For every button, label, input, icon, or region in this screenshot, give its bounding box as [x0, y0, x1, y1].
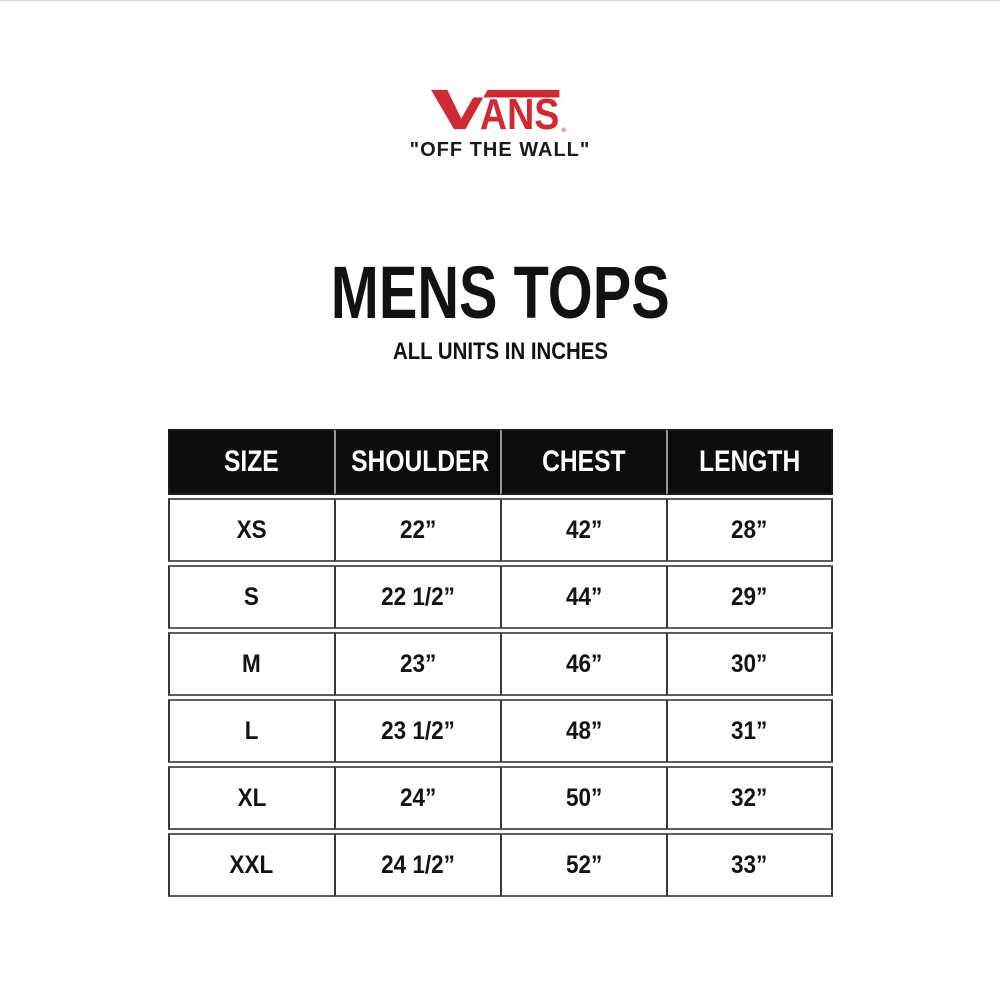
column-header-length: LENGTH: [666, 429, 833, 495]
cell-value: XS: [236, 515, 267, 544]
vans-logo-icon: ANS ®: [430, 89, 566, 133]
column-header-size: SIZE: [167, 429, 334, 495]
chest-cell: 50”: [500, 766, 667, 830]
length-cell: 33”: [666, 833, 833, 897]
column-header-shoulder: SHOULDER: [333, 429, 500, 495]
cell-value: 22 1/2”: [380, 582, 455, 611]
size-cell: S: [167, 565, 334, 629]
size-cell: L: [167, 699, 334, 763]
table-row-xs: XS 22” 42” 28”: [167, 498, 833, 562]
chest-cell: 46”: [500, 632, 667, 696]
cell-value: 24”: [399, 783, 437, 812]
column-label: CHEST: [542, 445, 626, 478]
length-cell: 31”: [666, 699, 833, 763]
cell-value: 48”: [565, 716, 603, 745]
size-cell: M: [167, 632, 334, 696]
column-label: SHOULDER: [350, 445, 489, 478]
cell-value: 33”: [731, 850, 768, 879]
cell-value: XL: [237, 783, 266, 812]
size-chart-table: SIZE SHOULDER CHEST LENGTH XS 22”: [167, 426, 833, 900]
cell-value: 23 1/2”: [380, 716, 455, 745]
column-label: LENGTH: [698, 445, 800, 478]
table-header-row: SIZE SHOULDER CHEST LENGTH: [167, 429, 833, 495]
length-cell: 32”: [666, 766, 833, 830]
table-row-l: L 23 1/2” 48” 31”: [167, 699, 833, 763]
shoulder-cell: 24 1/2”: [333, 833, 500, 897]
brand-tagline: "OFF THE WALL": [409, 139, 591, 161]
column-label: SIZE: [224, 445, 279, 478]
page-title: MENS TOPS: [0, 256, 1000, 330]
shoulder-cell: 24”: [333, 766, 500, 830]
cell-value: 42”: [565, 515, 603, 544]
shoulder-cell: 23”: [333, 632, 500, 696]
cell-value: 44”: [565, 582, 603, 611]
cell-value: 32”: [731, 783, 768, 812]
cell-value: L: [244, 716, 259, 745]
chart-content: MENS TOPS ALL UNITS IN INCHES SIZE SHOUL…: [0, 256, 1000, 900]
table-row-xxl: XXL 24 1/2” 52” 33”: [167, 833, 833, 897]
cell-value: 31”: [731, 716, 768, 745]
chest-cell: 44”: [500, 565, 667, 629]
chest-cell: 48”: [500, 699, 667, 763]
table-row-s: S 22 1/2” 44” 29”: [167, 565, 833, 629]
chest-cell: 42”: [500, 498, 667, 562]
cell-value: 30”: [731, 649, 768, 678]
cell-value: S: [244, 582, 260, 611]
size-cell: XS: [167, 498, 334, 562]
cell-value: 24 1/2”: [380, 850, 455, 879]
cell-value: 29”: [731, 582, 768, 611]
cell-value: 23”: [399, 649, 437, 678]
cell-value: 22”: [399, 515, 437, 544]
brand-header: ANS ® "OFF THE WALL": [0, 85, 1000, 162]
page-subtitle-text: ALL UNITS IN INCHES: [392, 338, 608, 365]
cell-value: 50”: [565, 783, 603, 812]
size-cell: XXL: [167, 833, 334, 897]
cell-value: 46”: [565, 649, 603, 678]
registered-mark: ®: [561, 127, 566, 133]
length-cell: 28”: [666, 498, 833, 562]
vans-logo-ans-letters: ANS: [479, 91, 559, 133]
cell-value: 28”: [731, 515, 768, 544]
shoulder-cell: 23 1/2”: [333, 699, 500, 763]
cell-value: 52”: [565, 850, 603, 879]
page-subtitle: ALL UNITS IN INCHES: [0, 340, 1000, 364]
chest-cell: 52”: [500, 833, 667, 897]
table-row-m: M 23” 46” 30”: [167, 632, 833, 696]
size-cell: XL: [167, 766, 334, 830]
table-row-xl: XL 24” 50” 32”: [167, 766, 833, 830]
column-header-chest: CHEST: [500, 429, 667, 495]
cell-value: M: [242, 649, 261, 678]
vans-logo-v-shape: [430, 89, 559, 130]
length-cell: 30”: [666, 632, 833, 696]
shoulder-cell: 22”: [333, 498, 500, 562]
page-title-text: MENS TOPS: [330, 251, 670, 334]
cell-value: XXL: [229, 850, 274, 879]
length-cell: 29”: [666, 565, 833, 629]
shoulder-cell: 22 1/2”: [333, 565, 500, 629]
